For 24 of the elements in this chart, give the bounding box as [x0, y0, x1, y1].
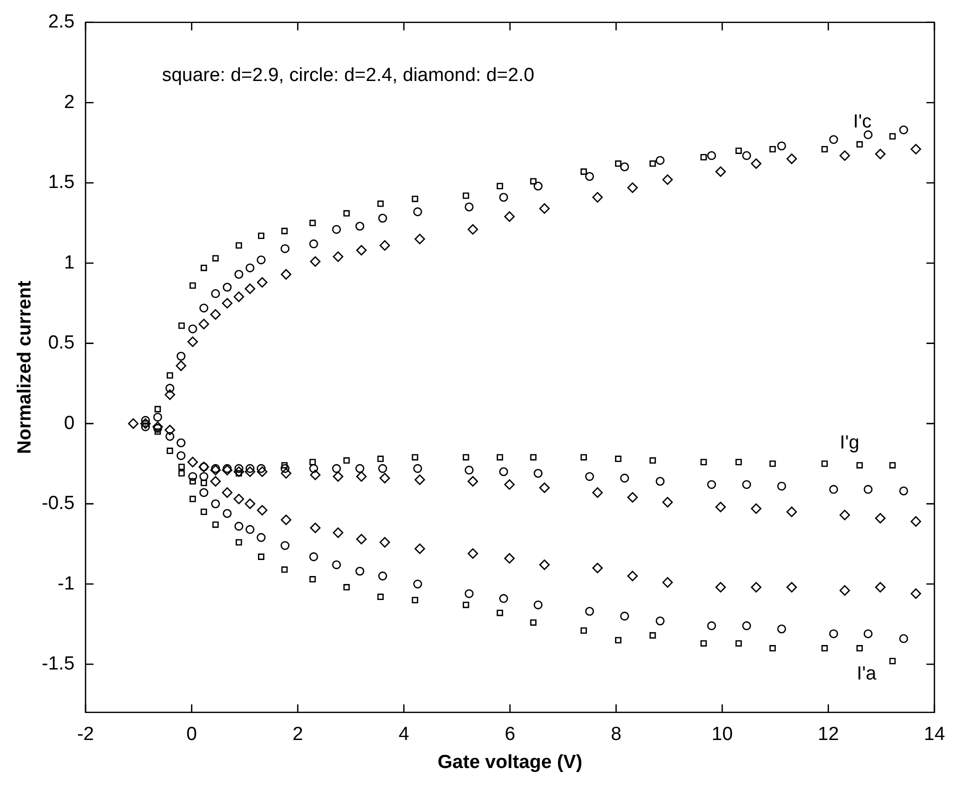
- x-tick-label: 8: [610, 724, 622, 746]
- y-tick-label: -1: [58, 573, 75, 594]
- x-tick-label: 6: [504, 724, 516, 746]
- x-tick-label: 0: [186, 724, 197, 746]
- y-tick-label: 0.5: [48, 332, 75, 354]
- y-tick-label: 2.5: [48, 12, 75, 33]
- y-axis-title: Normalized current: [14, 280, 36, 454]
- y-tick-label: -0.5: [42, 493, 75, 514]
- x-tick-label: 10: [712, 724, 733, 746]
- x-tick-label: 12: [818, 724, 839, 746]
- x-tick-label: 4: [398, 724, 410, 746]
- x-axis-title: Gate voltage (V): [438, 752, 582, 773]
- y-tick-label: 0: [64, 412, 75, 434]
- y-tick-label: 2: [64, 92, 75, 113]
- x-tick-label: 14: [924, 724, 946, 746]
- annotation: I'c: [853, 112, 872, 133]
- y-tick-label: 1: [64, 252, 75, 274]
- y-tick-label: -1.5: [42, 653, 75, 674]
- y-tick-label: 1.5: [48, 172, 75, 194]
- annotation: I'a: [856, 664, 877, 685]
- x-tick-label: 2: [292, 724, 304, 746]
- x-tick-label: -2: [77, 724, 94, 746]
- annotation: square: d=2.9, circle: d=2.4, diamond: d=2.0: [162, 64, 534, 86]
- annotation: I'g: [840, 432, 860, 454]
